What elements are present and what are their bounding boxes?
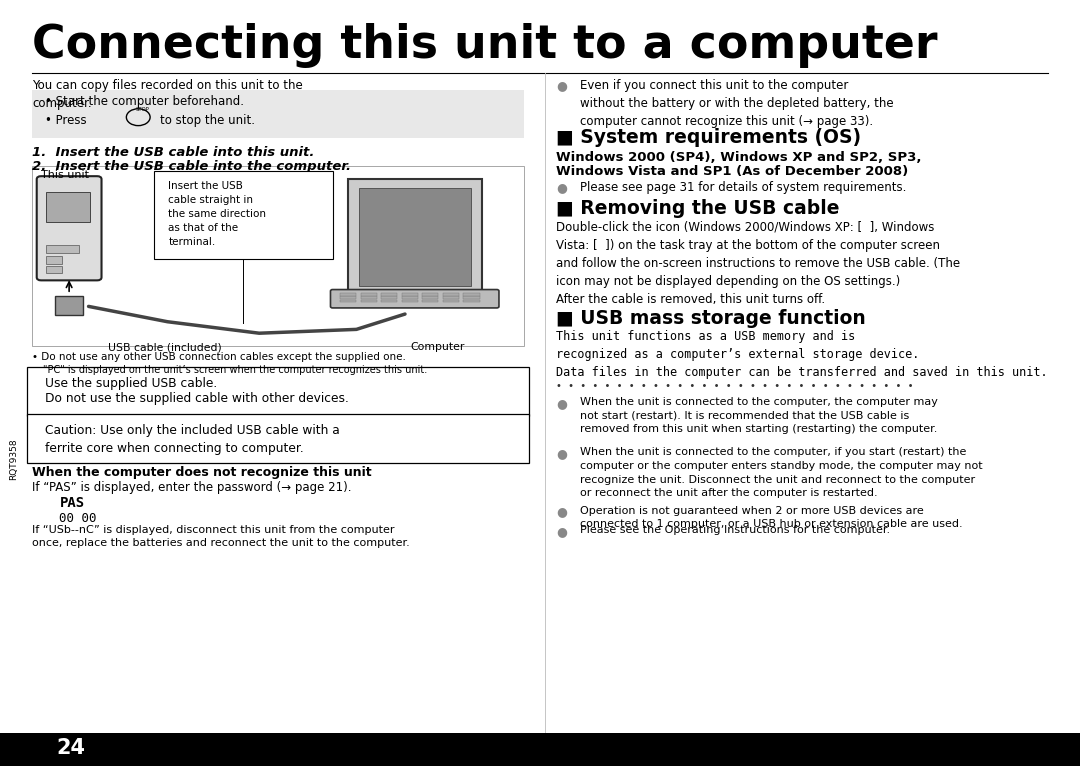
- FancyBboxPatch shape: [359, 188, 471, 286]
- FancyBboxPatch shape: [46, 266, 62, 273]
- Text: Do not use the supplied cable with other devices.: Do not use the supplied cable with other…: [45, 392, 349, 405]
- Text: This unit functions as a USB memory and is
recognized as a computer’s external s: This unit functions as a USB memory and …: [556, 330, 1048, 379]
- FancyBboxPatch shape: [402, 293, 418, 296]
- FancyBboxPatch shape: [361, 296, 377, 299]
- Text: If “PAS” is displayed, enter the password (→ page 21).: If “PAS” is displayed, enter the passwor…: [32, 481, 352, 494]
- FancyBboxPatch shape: [32, 166, 524, 346]
- FancyBboxPatch shape: [463, 300, 480, 302]
- Text: USB cable (included): USB cable (included): [108, 342, 221, 352]
- FancyBboxPatch shape: [422, 293, 438, 296]
- Text: Use the supplied USB cable.: Use the supplied USB cable.: [45, 377, 217, 390]
- FancyBboxPatch shape: [443, 300, 459, 302]
- Text: 2.  Insert the USB cable into the computer.: 2. Insert the USB cable into the compute…: [32, 160, 351, 173]
- FancyBboxPatch shape: [422, 300, 438, 302]
- FancyBboxPatch shape: [381, 300, 397, 302]
- Text: Insert the USB
cable straight in
the same direction
as that of the
terminal.: Insert the USB cable straight in the sam…: [168, 181, 267, 247]
- FancyBboxPatch shape: [330, 290, 499, 308]
- FancyBboxPatch shape: [27, 367, 529, 416]
- Text: 00 00: 00 00: [59, 512, 97, 525]
- Text: Please see the Operating Instructions for the computer.: Please see the Operating Instructions fo…: [580, 525, 890, 535]
- Text: Computer: Computer: [410, 342, 464, 352]
- Text: Operation is not guaranteed when 2 or more USB devices are
connected to 1 comput: Operation is not guaranteed when 2 or mo…: [580, 506, 962, 529]
- FancyBboxPatch shape: [37, 176, 102, 280]
- FancyBboxPatch shape: [381, 296, 397, 299]
- Text: PAS: PAS: [59, 496, 84, 510]
- FancyBboxPatch shape: [154, 171, 333, 259]
- Text: You can copy files recorded on this unit to the
computer.: You can copy files recorded on this unit…: [32, 79, 303, 110]
- Text: ■ System requirements (OS): ■ System requirements (OS): [556, 128, 862, 147]
- Text: to stop the unit.: to stop the unit.: [160, 114, 255, 127]
- FancyBboxPatch shape: [463, 296, 480, 299]
- Text: •  •  •  •  •  •  •  •  •  •  •  •  •  •  •  •  •  •  •  •  •  •  •  •  •  •  • : • • • • • • • • • • • • • • • • • • • • …: [556, 381, 914, 391]
- Text: If “USb--nC” is displayed, disconnect this unit from the computer
once, replace : If “USb--nC” is displayed, disconnect th…: [32, 525, 410, 548]
- Text: 24: 24: [56, 738, 85, 758]
- Text: Connecting this unit to a computer: Connecting this unit to a computer: [32, 23, 937, 68]
- FancyBboxPatch shape: [402, 300, 418, 302]
- Text: This unit: This unit: [41, 170, 89, 180]
- FancyBboxPatch shape: [422, 296, 438, 299]
- FancyBboxPatch shape: [55, 296, 83, 315]
- Text: Please see page 31 for details of system requirements.: Please see page 31 for details of system…: [580, 181, 906, 194]
- Text: Caution: Use only the included USB cable with a
ferrite core when connecting to : Caution: Use only the included USB cable…: [45, 424, 340, 454]
- Text: Double-click the icon (Windows 2000/Windows XP: [  ], Windows
Vista: [  ]) on th: Double-click the icon (Windows 2000/Wind…: [556, 221, 960, 306]
- Text: ●: ●: [556, 525, 567, 538]
- FancyBboxPatch shape: [463, 293, 480, 296]
- FancyBboxPatch shape: [361, 293, 377, 296]
- Text: • Do not use any other USB connection cables except the supplied one.: • Do not use any other USB connection ca…: [32, 352, 406, 362]
- Text: When the unit is connected to the computer, the computer may
not start (restart): When the unit is connected to the comput…: [580, 397, 937, 434]
- FancyBboxPatch shape: [340, 300, 356, 302]
- FancyBboxPatch shape: [32, 90, 524, 138]
- Text: ●: ●: [556, 397, 567, 410]
- Text: ■ Removing the USB cable: ■ Removing the USB cable: [556, 199, 840, 218]
- Text: • Start the computer beforehand.: • Start the computer beforehand.: [45, 95, 244, 108]
- Text: ●: ●: [556, 181, 567, 194]
- Text: ■ USB mass storage function: ■ USB mass storage function: [556, 309, 866, 329]
- Text: 1.  Insert the USB cable into this unit.: 1. Insert the USB cable into this unit.: [32, 146, 314, 159]
- FancyBboxPatch shape: [402, 296, 418, 299]
- FancyBboxPatch shape: [340, 296, 356, 299]
- FancyBboxPatch shape: [46, 192, 90, 222]
- FancyBboxPatch shape: [348, 179, 482, 295]
- Text: When the unit is connected to the computer, if you start (restart) the
computer : When the unit is connected to the comput…: [580, 447, 983, 498]
- Text: ●: ●: [556, 79, 567, 92]
- Text: ●: ●: [556, 447, 567, 460]
- FancyBboxPatch shape: [443, 296, 459, 299]
- FancyBboxPatch shape: [361, 300, 377, 302]
- Text: "PC" is displayed on the unit’s screen when the computer recognizes this unit.: "PC" is displayed on the unit’s screen w…: [43, 365, 428, 375]
- FancyBboxPatch shape: [443, 293, 459, 296]
- FancyBboxPatch shape: [381, 293, 397, 296]
- FancyBboxPatch shape: [27, 414, 529, 463]
- Text: ●: ●: [556, 506, 567, 519]
- FancyBboxPatch shape: [46, 245, 79, 253]
- Text: Even if you connect this unit to the computer
without the battery or with the de: Even if you connect this unit to the com…: [580, 79, 893, 128]
- Text: Windows Vista and SP1 (As of December 2008): Windows Vista and SP1 (As of December 20…: [556, 165, 908, 178]
- Text: RQT9358: RQT9358: [10, 439, 18, 480]
- Text: STOP: STOP: [136, 107, 149, 113]
- FancyBboxPatch shape: [46, 256, 62, 264]
- FancyBboxPatch shape: [340, 293, 356, 296]
- Text: • Press: • Press: [45, 114, 87, 127]
- Text: When the computer does not recognize this unit: When the computer does not recognize thi…: [32, 466, 372, 480]
- Text: Windows 2000 (SP4), Windows XP and SP2, SP3,: Windows 2000 (SP4), Windows XP and SP2, …: [556, 151, 921, 164]
- FancyBboxPatch shape: [0, 733, 1080, 766]
